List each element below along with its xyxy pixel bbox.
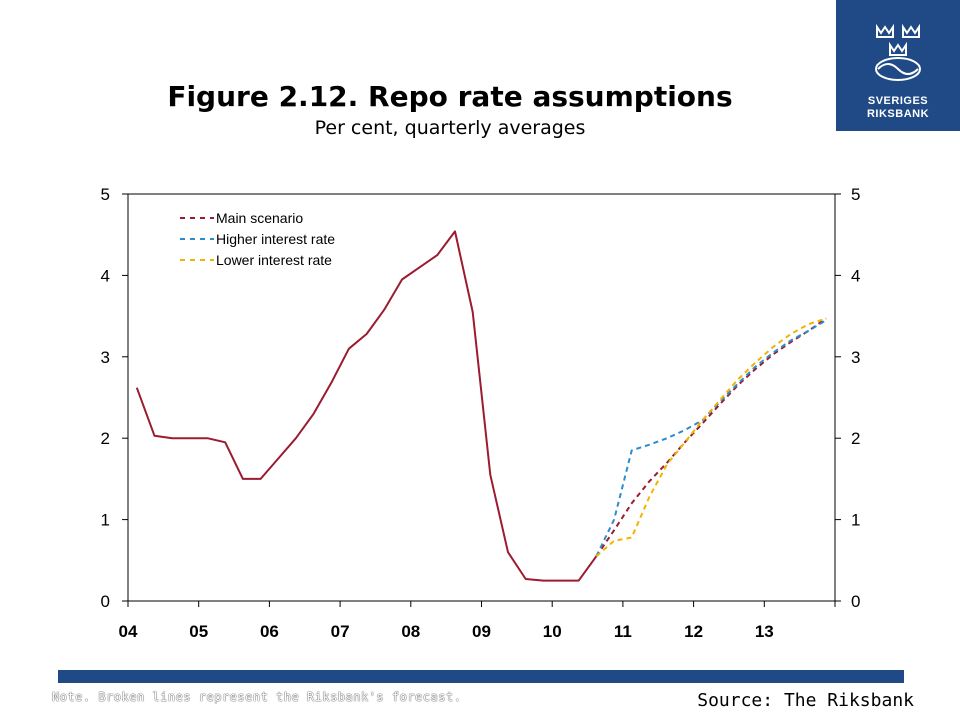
y-tick-label-right: 1 [851,511,860,530]
historical-line [135,230,598,582]
x-tick-label: 11 [614,622,632,641]
forecast-line-main [595,317,827,557]
y-tick-label-right: 2 [851,429,860,448]
y-tick-label-left: 2 [101,429,110,448]
chart-subtitle: Per cent, quarterly averages [314,117,586,139]
logo-text-riksbank: RIKSBANK [866,108,930,120]
footer-divider [58,670,904,683]
y-tick-label-left: 4 [101,266,110,285]
logo-text-sveriges: SVERIGES [867,95,929,107]
y-tick-label-right: 3 [851,348,860,367]
forecast-line-lower [595,317,827,557]
x-tick-label: 05 [189,622,208,641]
legend-label-main: Main scenario [216,210,303,226]
riksbank-logo: SVERIGES RIKSBANK [836,0,960,131]
x-tick-label: 10 [543,622,562,641]
chart-title: Figure 2.12. Repo rate assumptions [167,80,733,113]
legend-label-lower: Lower interest rate [216,252,332,268]
forecast-line-higher [595,319,827,557]
chart-header: Figure 2.12. Repo rate assumptions Per c… [0,80,900,139]
x-tick-label: 12 [684,622,703,641]
footer-note: Note. Broken lines represent the Riksban… [52,690,462,704]
x-tick-label: 13 [755,622,774,641]
x-tick-label: 08 [401,622,420,641]
y-tick-label-right: 4 [851,266,860,285]
x-tick-label: 07 [331,622,350,641]
x-tick-label: 06 [260,622,279,641]
y-tick-label-left: 0 [101,592,110,611]
y-tick-label-left: 1 [101,511,110,530]
y-tick-label-left: 5 [101,185,110,204]
crown-emblem-icon [875,23,921,81]
footer-source: Source: The Riksbank [697,690,914,711]
y-tick-label-right: 5 [851,185,860,204]
x-tick-label: 09 [472,622,491,641]
y-tick-label-left: 3 [101,348,110,367]
x-tick-label: 04 [119,622,138,641]
y-tick-label-right: 0 [851,592,860,611]
legend-label-higher: Higher interest rate [216,231,335,247]
